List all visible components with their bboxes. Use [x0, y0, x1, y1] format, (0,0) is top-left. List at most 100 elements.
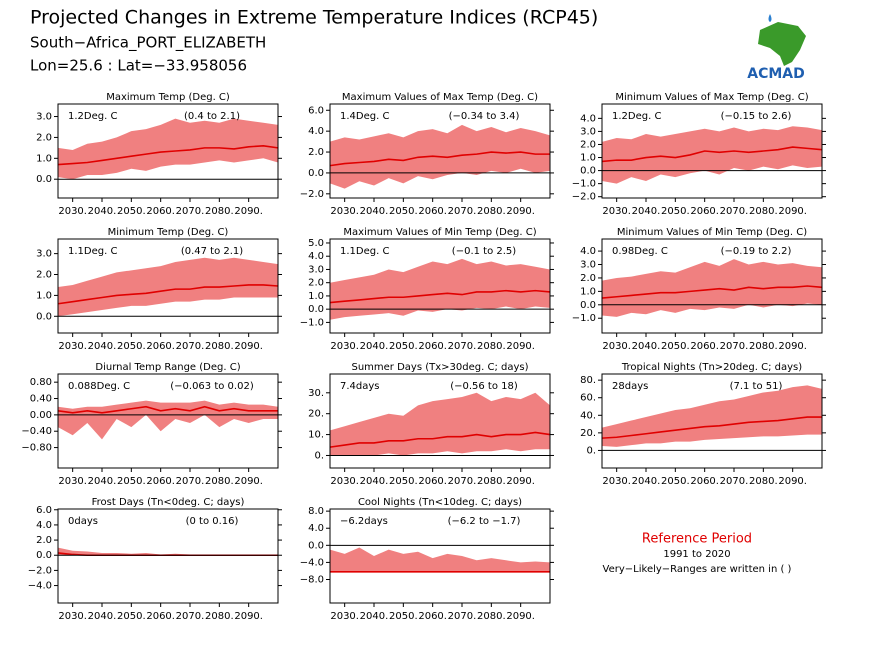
x-tick-label: 2080.: [749, 476, 778, 487]
range-label: (−0.34 to 3.4): [449, 111, 520, 122]
panel: Minimum Values of Min Temp (Deg. C) −1.0 0…: [572, 227, 826, 352]
median-line: [57, 284, 279, 305]
median-line: [601, 416, 822, 439]
x-tick-label: 2070.: [448, 341, 477, 352]
y-tick-label: 6.0: [36, 505, 52, 516]
x-tick-label: 2090.: [506, 476, 535, 487]
x-tick-label: 2080.: [477, 341, 506, 352]
range-band: [602, 385, 822, 447]
median-label: −6.2days: [340, 516, 388, 527]
x-tick-label: 2080.: [205, 476, 234, 487]
y-tick-label: 0.: [586, 445, 596, 456]
panel-title: Tropical Nights (Tn>20deg. C; days): [621, 362, 802, 373]
y-tick-label: 3.0: [580, 260, 596, 271]
x-tick-label: 2040.: [632, 476, 661, 487]
y-tick-label: 2.0: [580, 273, 596, 284]
y-tick-label: −0.40: [21, 426, 52, 437]
plot-frame: [601, 103, 823, 199]
y-tick-label: 0.00: [30, 410, 52, 421]
logo-text: ACMAD: [747, 66, 805, 82]
median-line: [329, 431, 551, 448]
x-tick-label: 2050.: [661, 206, 690, 217]
x-tick-label: 2040.: [632, 206, 661, 217]
y-tick-label: 4.0: [36, 520, 52, 531]
median-label: 28days: [612, 381, 648, 392]
x-tick-label: 2060.: [418, 206, 447, 217]
x-tick-label: 2030.: [330, 476, 359, 487]
reference-period: 1991 to 2020: [663, 549, 730, 560]
range-label: (−6.2 to −1.7): [448, 516, 521, 527]
x-tick-label: 2070.: [720, 476, 749, 487]
reference-title: Reference Period: [642, 532, 752, 547]
x-tick-label: 2040.: [88, 341, 117, 352]
x-tick-label: 2050.: [389, 611, 418, 622]
x-tick-label: 2090.: [234, 206, 263, 217]
x-tick-label: 2050.: [117, 341, 146, 352]
y-tick-label: −2.0: [300, 189, 324, 200]
panel-title: Minimum Values of Min Temp (Deg. C): [617, 227, 807, 238]
x-tick-label: 2050.: [389, 476, 418, 487]
x-tick-label: 2030.: [58, 476, 87, 487]
y-tick-label: 40.: [580, 410, 596, 421]
plot-frame: [57, 508, 279, 604]
range-label: (−0.063 to 0.02): [170, 381, 254, 392]
median-label: 1.1Deg. C: [340, 246, 389, 257]
panel-title: Minimum Values of Max Temp (Deg. C): [615, 92, 808, 103]
y-tick-label: 4.0: [308, 523, 324, 534]
x-tick-label: 2090.: [506, 341, 535, 352]
y-tick-label: 20.: [308, 409, 324, 420]
range-label: (0 to 0.16): [186, 516, 239, 527]
median-line: [601, 285, 823, 299]
x-tick-label: 2070.: [720, 341, 749, 352]
range-band: [58, 118, 278, 180]
x-tick-label: 2080.: [205, 341, 234, 352]
x-tick-label: 2060.: [690, 341, 719, 352]
x-tick-label: 2090.: [506, 206, 535, 217]
y-tick-label: 5.0: [308, 238, 324, 249]
y-tick-label: 4.0: [308, 251, 324, 262]
x-tick-label: 2030.: [330, 611, 359, 622]
x-tick-label: 2060.: [146, 206, 175, 217]
y-tick-label: 0.80: [30, 377, 52, 388]
range-label: (7.1 to 51): [730, 381, 783, 392]
median-line: [329, 151, 550, 167]
panel-title: Frost Days (Tn<0deg. C; days): [92, 497, 245, 508]
x-tick-label: 2080.: [205, 206, 234, 217]
median-line: [57, 405, 278, 414]
y-tick-label: 0.0: [36, 550, 52, 561]
y-tick-label: −4.0: [28, 581, 52, 592]
panel: Maximum Values of Max Temp (Deg. C) −2.0 0…: [300, 92, 554, 217]
median-label: 1.2Deg. C: [68, 111, 117, 122]
range-label: (0.47 to 2.1): [181, 246, 243, 257]
y-tick-label: 3.0: [36, 112, 52, 123]
x-tick-label: 2080.: [477, 206, 506, 217]
x-tick-label: 2080.: [749, 206, 778, 217]
x-tick-label: 2060.: [146, 476, 175, 487]
y-tick-label: 3.0: [36, 249, 52, 260]
y-tick-label: 0.40: [30, 394, 52, 405]
y-tick-label: 20.: [580, 428, 596, 439]
plot-frame: [601, 373, 823, 469]
panel-title: Cool Nights (Tn<10deg. C; days): [358, 497, 522, 508]
x-tick-label: 2050.: [389, 206, 418, 217]
x-tick-label: 2070.: [448, 476, 477, 487]
x-tick-label: 2090.: [778, 341, 807, 352]
median-label: 1.4Deg. C: [340, 111, 389, 122]
x-tick-label: 2040.: [360, 476, 389, 487]
x-tick-label: 2050.: [661, 476, 690, 487]
y-tick-label: 1.0: [580, 286, 596, 297]
y-tick-label: 0.0: [308, 168, 324, 179]
x-tick-label: 2050.: [661, 341, 690, 352]
median-label: 0days: [68, 516, 98, 527]
y-tick-label: 3.0: [580, 126, 596, 137]
plot-frame: [57, 103, 279, 199]
x-tick-label: 2030.: [58, 206, 87, 217]
y-tick-label: 0.0: [308, 304, 324, 315]
y-tick-label: −1.0: [572, 313, 596, 324]
x-tick-label: 2030.: [58, 611, 87, 622]
median-line: [601, 146, 823, 163]
y-tick-label: −2.0: [572, 192, 596, 203]
y-tick-label: 4.0: [308, 126, 324, 137]
x-tick-label: 2050.: [117, 206, 146, 217]
panel: Summer Days (Tx>30deg. C; days) 0. 10. 20. 3…: [308, 362, 554, 487]
